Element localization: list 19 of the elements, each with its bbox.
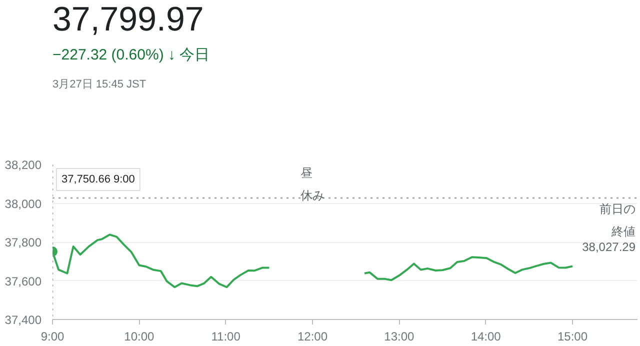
ref-line-label: 前日の終値	[600, 202, 636, 238]
annotation: 昼休み	[300, 166, 324, 202]
chart-title: 37,799.97	[52, 0, 204, 38]
y-tick-label: 37,600	[4, 274, 42, 288]
annotation: 37,750.66 9:00	[62, 174, 135, 186]
x-tick-label: 13:00	[384, 330, 415, 344]
text: 3月27日 15:45 JST	[52, 78, 146, 90]
y-tick-label: 38,000	[4, 196, 42, 211]
annotation: 38,027.29	[582, 240, 636, 254]
y-tick-label: 37,400	[4, 313, 42, 327]
x-tick-label: 12:00	[297, 330, 328, 344]
y-tick-label: 38,200	[4, 158, 42, 172]
chart-subtitle: −227.32 (0.60%) ↓ 今日	[52, 46, 210, 64]
x-tick-label: 14:00	[470, 330, 502, 344]
y-tick-label: 37,800	[4, 236, 42, 250]
x-tick-label: 11:00	[211, 330, 241, 344]
x-tick-label: 9:00	[40, 330, 65, 344]
x-tick-label: 15:00	[557, 330, 588, 344]
x-tick-label: 10:00	[124, 330, 155, 344]
